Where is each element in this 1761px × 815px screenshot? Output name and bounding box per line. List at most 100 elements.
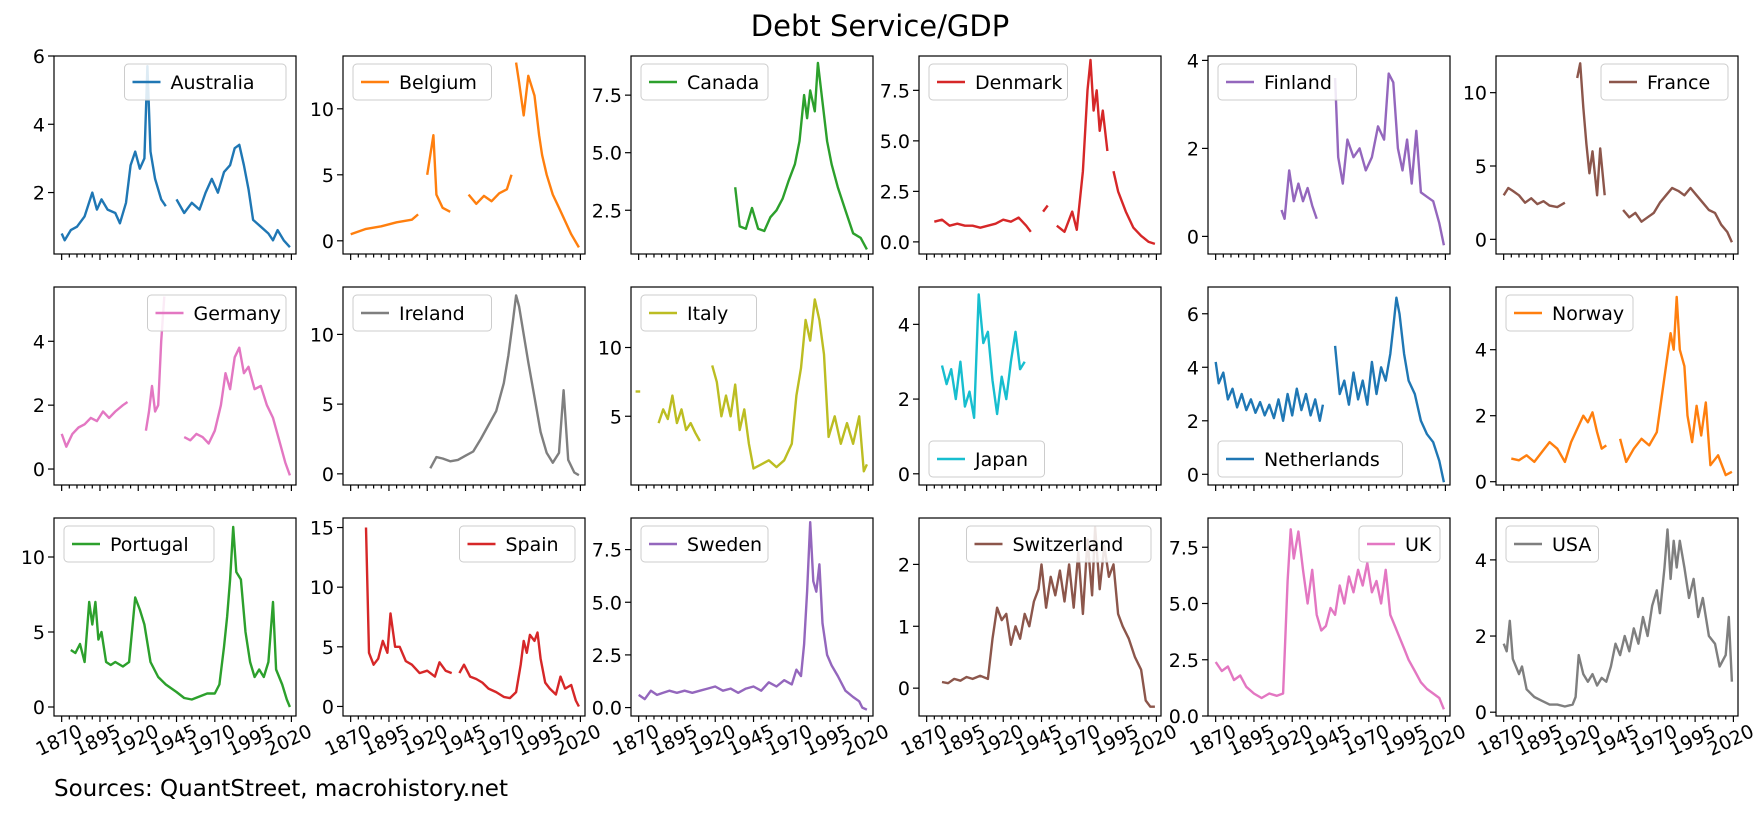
series-line-belgium-0 [350, 213, 419, 236]
ytick-label-netherlands: 4 [1187, 357, 1199, 379]
ytick-label-canada: 2.5 [592, 200, 622, 222]
ytick-label-canada: 7.5 [592, 85, 622, 107]
legend-canada: Canada [640, 63, 769, 101]
ytick-label-finland: 4 [1187, 50, 1199, 72]
legend-label-finland: Finland [1264, 72, 1332, 94]
ytick-label-portugal: 5 [33, 622, 45, 644]
series-line-germany-2 [183, 346, 292, 476]
axes-frame-belgium [342, 55, 586, 255]
legend-box-ireland [352, 294, 492, 332]
legend-label-sweden: Sweden [687, 534, 762, 556]
axes-frame-switzerland [918, 517, 1162, 717]
legend-label-italy: Italy [687, 303, 728, 325]
legend-france: France [1600, 63, 1729, 101]
legend-box-canada [640, 63, 769, 101]
legend-box-germany [147, 294, 287, 332]
series-line-uk-0 [1214, 528, 1446, 710]
legend-box-usa [1505, 525, 1599, 563]
ytick-label-australia: 2 [33, 183, 45, 205]
legend-label-netherlands: Netherlands [1264, 449, 1380, 471]
ytick-label-portugal: 0 [33, 697, 45, 719]
ytick-label-netherlands: 6 [1187, 304, 1199, 326]
series-line-australia-1 [175, 143, 291, 249]
legend-label-canada: Canada [687, 72, 759, 94]
legend-box-norway [1505, 294, 1634, 332]
ytick-label-uk: 5.0 [1169, 594, 1199, 616]
ytick-label-australia: 4 [33, 114, 45, 136]
ytick-label-netherlands: 0 [1187, 464, 1199, 486]
legend-italy: Italy [640, 294, 757, 332]
legend-label-norway: Norway [1552, 303, 1624, 325]
ytick-label-ireland: 0 [322, 464, 334, 486]
ytick-label-france: 10 [1463, 83, 1487, 105]
source-note: Sources: QuantStreet, macrohistory.net [54, 776, 508, 802]
ytick-label-ireland: 10 [310, 324, 334, 346]
legend-denmark: Denmark [928, 63, 1068, 101]
legend-label-spain: Spain [506, 534, 559, 556]
legend-norway: Norway [1505, 294, 1634, 332]
axes-frame-japan [918, 286, 1162, 486]
series-line-france-0 [1502, 186, 1566, 209]
legend-japan: Japan [928, 440, 1045, 478]
panel-australia: 2 4 6 Australia [33, 46, 297, 260]
legend-label-usa: USA [1552, 534, 1591, 556]
series-line-spain-0 [364, 527, 453, 678]
ytick-label-germany: 2 [33, 395, 45, 417]
ytick-label-italy: 5 [610, 406, 622, 428]
legend-germany: Germany [147, 294, 287, 332]
ytick-label-spain: 0 [322, 696, 334, 718]
series-line-norway-1 [1618, 295, 1733, 477]
legend-box-netherlands [1217, 440, 1403, 478]
panels-grid: 2 4 6 Australia 0 5 10 Belgium 2.5 5.0 7.5 Canada 0.… [21, 46, 1758, 761]
legend-box-australia [124, 63, 287, 101]
axes-frame-sweden [630, 517, 874, 717]
panel-germany: 0 2 4 Germany [33, 286, 297, 491]
legend-box-portugal [63, 525, 215, 563]
panel-italy: 5 10 Italy [598, 286, 874, 491]
series-line-ireland-0 [429, 294, 580, 477]
legend-label-denmark: Denmark [975, 72, 1062, 94]
panel-finland: 0 2 4 Finland [1187, 50, 1451, 260]
axes-frame-netherlands [1207, 286, 1451, 486]
series-line-italy-1 [657, 394, 701, 442]
ytick-label-sweden: 2.5 [592, 645, 622, 667]
ytick-label-usa: 4 [1475, 550, 1487, 572]
ytick-label-usa: 2 [1475, 626, 1487, 648]
series-line-belgium-2 [467, 174, 513, 205]
ytick-label-sweden: 7.5 [592, 540, 622, 562]
ytick-label-sweden: 0.0 [592, 698, 622, 720]
legend-box-uk [1358, 525, 1441, 563]
axes-frame-usa [1495, 517, 1739, 717]
series-line-france-2 [1622, 186, 1733, 243]
legend-box-france [1600, 63, 1729, 101]
legend-label-portugal: Portugal [110, 534, 189, 556]
series-line-netherlands-0 [1214, 361, 1325, 422]
legend-label-switzerland: Switzerland [1013, 534, 1124, 556]
series-line-japan-0 [940, 293, 1026, 419]
ytick-label-portugal: 10 [21, 547, 45, 569]
ytick-label-denmark: 2.5 [880, 181, 910, 203]
legend-box-italy [640, 294, 757, 332]
legend-label-france: France [1647, 72, 1710, 94]
axes-frame-spain [342, 517, 586, 717]
ytick-label-uk: 7.5 [1169, 537, 1199, 559]
axes-frame-ireland [342, 286, 586, 486]
series-line-usa-0 [1502, 528, 1734, 708]
ytick-label-japan: 2 [898, 389, 910, 411]
ytick-label-sweden: 5.0 [592, 592, 622, 614]
ytick-label-switzerland: 2 [898, 554, 910, 576]
series-line-denmark-1 [1042, 204, 1049, 213]
ytick-label-uk: 0.0 [1169, 706, 1199, 728]
legend-belgium: Belgium [352, 63, 492, 101]
panel-france: 0 5 10 France [1463, 55, 1739, 260]
series-line-finland-0 [1280, 169, 1318, 220]
legend-australia: Australia [124, 63, 287, 101]
series-line-netherlands-1 [1333, 296, 1446, 483]
ytick-label-belgium: 5 [322, 165, 334, 187]
legend-box-denmark [928, 63, 1068, 101]
panel-denmark: 0.0 2.5 5.0 7.5 Denmark [880, 55, 1162, 260]
ytick-label-canada: 5.0 [592, 143, 622, 165]
ytick-label-spain: 10 [310, 577, 334, 599]
